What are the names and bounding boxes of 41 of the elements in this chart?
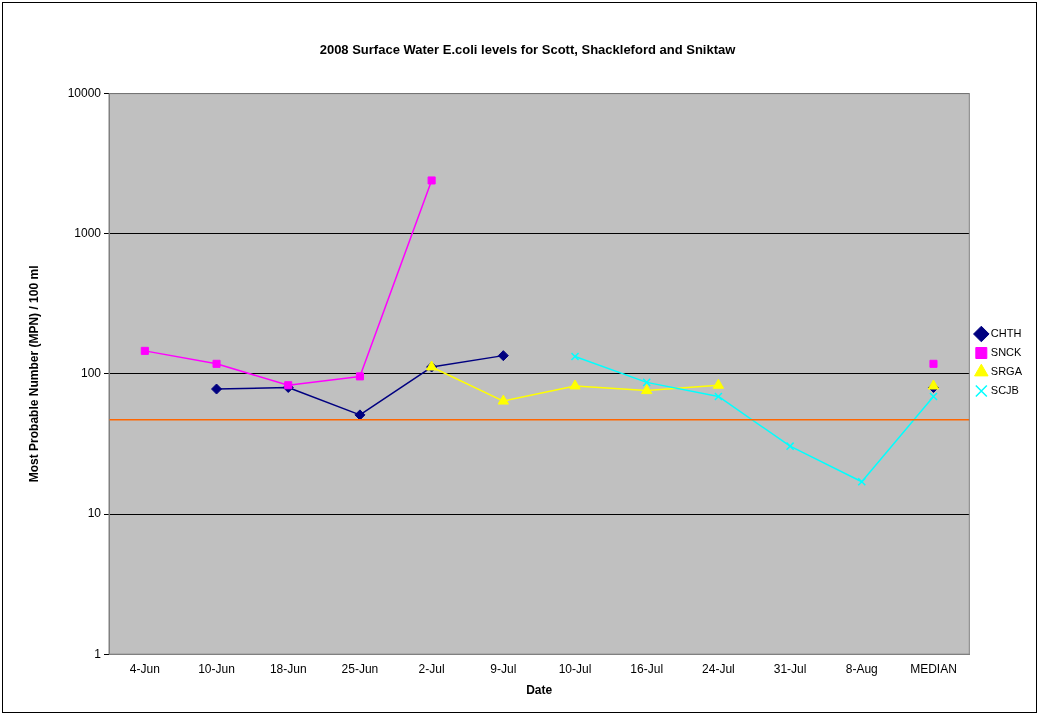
point: [929, 392, 938, 401]
x-tick-label: 25-Jun: [341, 661, 379, 676]
point: [929, 359, 938, 368]
point: [569, 379, 581, 390]
x-tick-label: 24-Jul: [702, 661, 735, 676]
point: [712, 378, 725, 389]
legend-label: SNCK: [990, 346, 1023, 359]
point: [140, 346, 149, 355]
legend-label: SCJB: [990, 384, 1019, 397]
x-tick-label: 10-Jun: [198, 661, 235, 676]
point: [497, 350, 509, 362]
chart-title: 2008 Surface Water E.coli levels for Scott, Shackleford and Sniktaw: [319, 42, 737, 58]
point: [355, 372, 364, 381]
y-tick-label: 1: [94, 646, 102, 661]
legend-label: CHTH: [990, 327, 1022, 340]
x-tick-label: 2-Jul: [418, 661, 445, 676]
point: [714, 392, 723, 401]
legend-label: SRGA: [990, 365, 1023, 378]
y-tick-label: 1000: [74, 226, 102, 241]
x-tick-label: MEDIAN: [910, 661, 957, 676]
x-tick-label: 18-Jun: [269, 661, 307, 676]
point: [212, 359, 221, 368]
x-tick-label: 10-Jul: [558, 661, 592, 676]
x-tick-label: 16-Jul: [630, 661, 664, 676]
x-tick-label: 8-Aug: [845, 661, 878, 676]
y-tick-label: 10: [87, 506, 102, 521]
point: [497, 394, 510, 405]
y-tick-label: 10000: [67, 85, 102, 100]
y-axis-title: Most Probable Number (MPN) / 100 ml: [26, 265, 41, 483]
x-axis-title: Date: [526, 683, 553, 698]
point: [641, 384, 653, 395]
point: [211, 383, 223, 395]
point: [785, 441, 795, 451]
x-tick-label: 31-Jul: [773, 661, 807, 676]
point: [857, 477, 867, 487]
point: [570, 352, 580, 361]
x-tick-label: 4-Jun: [129, 661, 160, 676]
y-tick-label: 100: [80, 366, 102, 381]
x-tick-label: 9-Jul: [490, 661, 517, 676]
point: [642, 378, 651, 387]
point: [427, 176, 436, 185]
